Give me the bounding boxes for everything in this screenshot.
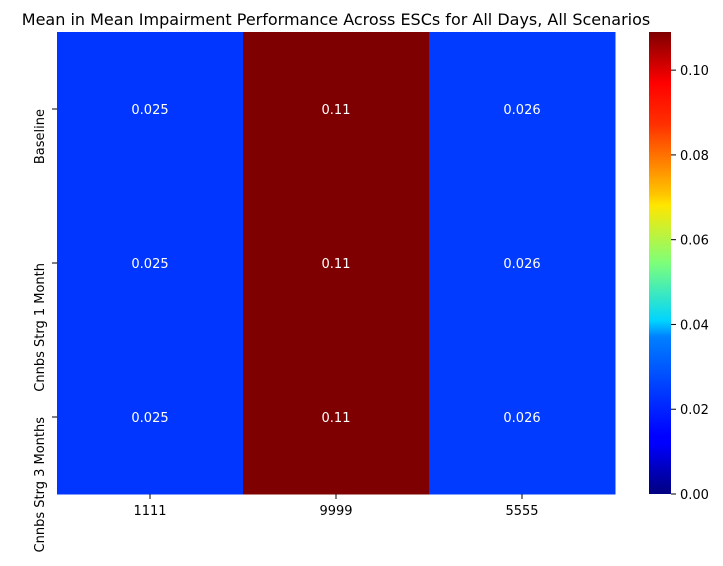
colorbar-tick-label: 0.10 [680, 64, 709, 79]
x-tick-label: 5555 [505, 504, 538, 519]
colorbar-tick-label: 0.00 [680, 488, 709, 503]
heatmap-cell [57, 186, 244, 341]
cell-value-label: 0.025 [131, 103, 168, 118]
chart-title: Mean in Mean Impairment Performance Acro… [22, 10, 650, 29]
cell-value-label: 0.025 [131, 411, 168, 426]
colorbar-tick-label: 0.08 [680, 149, 709, 164]
cell-value-label: 0.025 [131, 257, 168, 272]
cell-value-label: 0.11 [322, 257, 351, 272]
y-tick-label: Baseline [33, 109, 48, 164]
colorbar-gradient [649, 32, 671, 494]
y-tick-label: Cnnbs Strg 1 Month [33, 263, 48, 392]
x-axis: 1111 9999 5555 [133, 494, 539, 519]
x-tick-label: 9999 [319, 504, 352, 519]
x-tick-label: 1111 [133, 504, 166, 519]
heatmap-cell-labels: 0.025 0.11 0.026 0.025 0.11 0.026 0.025 0.11 0.0… [131, 103, 540, 426]
heatmap-cells [57, 32, 616, 495]
cell-value-label: 0.026 [503, 103, 540, 118]
colorbar: 0.00 0.02 0.04 0.06 0.08 0.10 [649, 32, 709, 503]
y-tick-label: Cnnbs Strg 3 Months [33, 417, 48, 553]
colorbar-tick-label: 0.02 [680, 403, 709, 418]
colorbar-tick-label: 0.06 [680, 234, 709, 249]
cell-value-label: 0.11 [322, 411, 351, 426]
heatmap-cell [243, 32, 430, 187]
heatmap-cell [57, 340, 244, 495]
colorbar-tick-label: 0.04 [680, 318, 709, 333]
y-axis: Baseline Cnnbs Strg 1 Month Cnnbs Strg 3 M… [33, 108, 57, 553]
heatmap-cell [429, 340, 616, 495]
heatmap-cell [243, 340, 430, 495]
heatmap-cell [243, 186, 430, 341]
heatmap-cell [429, 32, 616, 187]
cell-value-label: 0.026 [503, 411, 540, 426]
heatmap-cell [429, 186, 616, 341]
cell-value-label: 0.11 [322, 103, 351, 118]
heatmap-cell [57, 32, 244, 187]
cell-value-label: 0.026 [503, 257, 540, 272]
